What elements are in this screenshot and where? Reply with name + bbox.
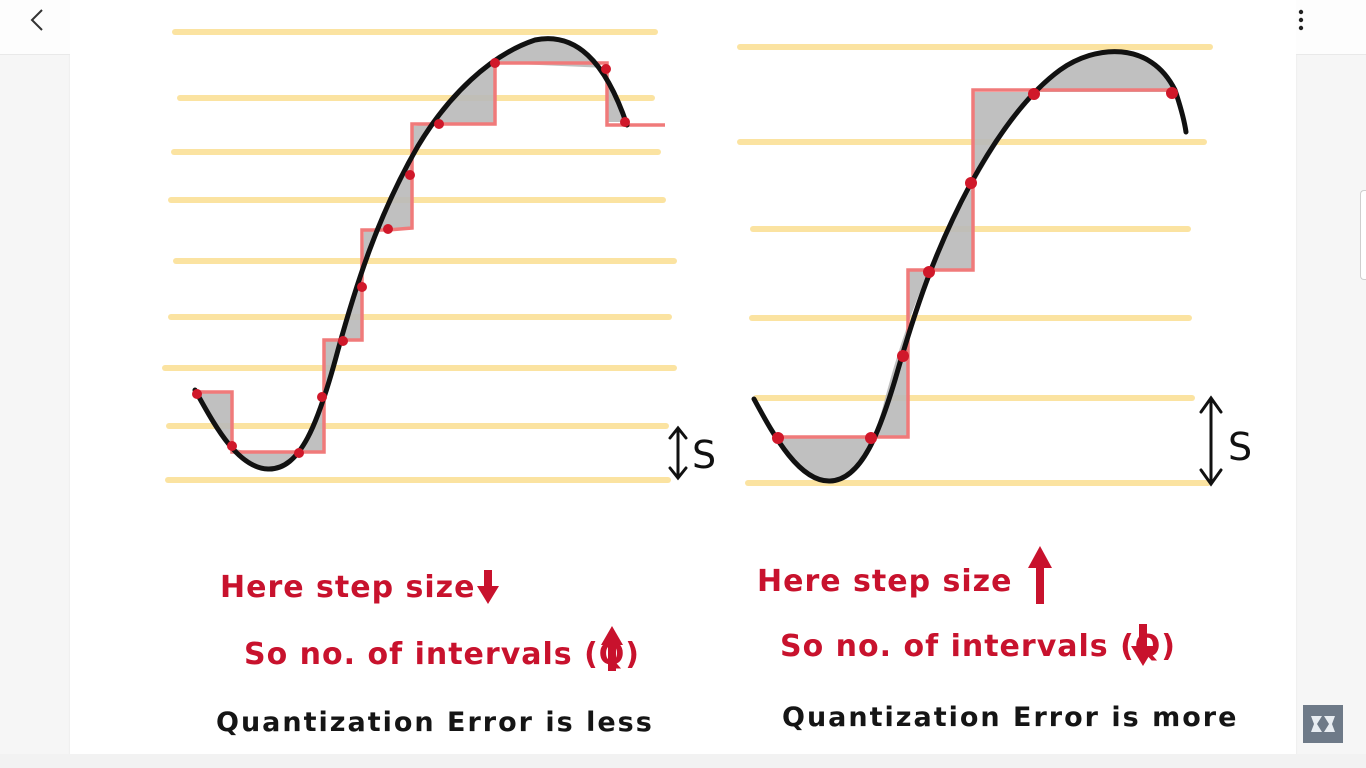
- left-line-3: Quantization Error is less: [216, 707, 654, 738]
- arrow-down-icon: [477, 570, 499, 604]
- left-line-1: Here step size: [220, 570, 475, 605]
- double-headed-arrow-icon: [668, 425, 688, 481]
- chevron-left-icon[interactable]: [26, 6, 50, 34]
- left-level-lines: [162, 29, 677, 483]
- right-line-2: So no. of intervals (Q): [780, 629, 1176, 664]
- left-line-2: So no. of intervals (Q): [244, 637, 640, 672]
- right-annotations: Here step size So no. of intervals (Q) Q…: [757, 546, 1238, 733]
- right-error-region: [778, 53, 1175, 482]
- left-error-region: [196, 37, 625, 470]
- channel-logo-icon[interactable]: [1303, 705, 1343, 743]
- right-line-1: Here step size: [757, 564, 1012, 599]
- right-signal-curve: [751, 49, 1189, 484]
- left-sample-points: [192, 58, 630, 458]
- right-sample-points: [772, 87, 1178, 444]
- arrow-up-icon: [601, 626, 623, 671]
- side-panel-handle[interactable]: [1360, 190, 1366, 280]
- arrow-up-icon: [1028, 546, 1052, 604]
- right-diagram: S: [737, 44, 1252, 487]
- top-right-bar: [1296, 0, 1366, 55]
- left-annotations: Here step size So no. of intervals (Q) Q…: [216, 570, 654, 738]
- more-vertical-icon[interactable]: [1296, 8, 1306, 32]
- arrow-down-icon: [1131, 624, 1155, 666]
- right-line-3: Quantization Error is more: [782, 702, 1238, 733]
- double-headed-arrow-icon: [1199, 395, 1223, 487]
- left-staircase: [196, 61, 665, 454]
- left-step-label: S: [692, 433, 716, 477]
- bottom-strip: [0, 754, 1366, 768]
- right-step-label: S: [1228, 425, 1252, 469]
- top-left-bar: [0, 0, 70, 55]
- left-signal-curve: [192, 36, 630, 472]
- whiteboard-page: [70, 0, 1296, 768]
- left-diagram: S: [162, 29, 716, 483]
